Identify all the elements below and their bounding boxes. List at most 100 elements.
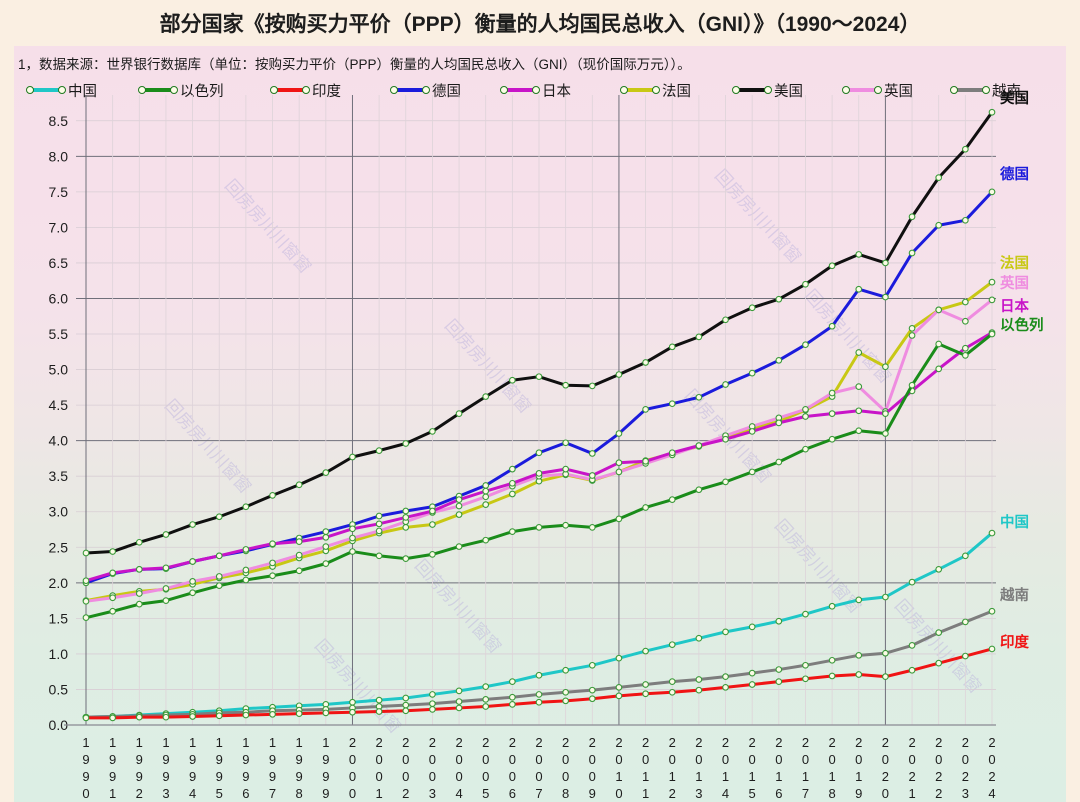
- data-point[interactable]: [562, 381, 569, 389]
- data-point[interactable]: [509, 490, 516, 498]
- data-point[interactable]: [748, 669, 756, 677]
- data-point[interactable]: [429, 691, 436, 698]
- data-point[interactable]: [588, 695, 596, 703]
- data-point[interactable]: [642, 690, 649, 698]
- data-point[interactable]: [269, 559, 276, 567]
- data-point[interactable]: [455, 543, 463, 550]
- data-point[interactable]: [748, 681, 756, 688]
- data-point[interactable]: [695, 393, 703, 401]
- data-point[interactable]: [162, 597, 170, 604]
- data-point[interactable]: [375, 696, 383, 704]
- data-point[interactable]: [802, 406, 809, 413]
- data-point[interactable]: [908, 578, 916, 586]
- data-point[interactable]: [722, 683, 729, 691]
- data-point[interactable]: [482, 703, 490, 710]
- data-point[interactable]: [988, 188, 996, 196]
- data-point[interactable]: [562, 465, 569, 473]
- data-point[interactable]: [375, 520, 383, 528]
- data-point[interactable]: [295, 481, 303, 489]
- data-point[interactable]: [295, 538, 303, 545]
- data-point[interactable]: [429, 521, 436, 528]
- data-point[interactable]: [162, 564, 170, 572]
- data-point[interactable]: [135, 600, 143, 608]
- data-point[interactable]: [935, 340, 943, 348]
- data-point[interactable]: [455, 502, 463, 510]
- data-point[interactable]: [242, 711, 250, 719]
- data-point[interactable]: [82, 614, 90, 622]
- data-point[interactable]: [375, 527, 383, 535]
- data-point[interactable]: [509, 701, 516, 708]
- data-point[interactable]: [828, 602, 836, 610]
- data-point[interactable]: [242, 566, 250, 574]
- data-point[interactable]: [482, 493, 490, 501]
- data-point[interactable]: [588, 382, 596, 390]
- data-point[interactable]: [908, 666, 916, 674]
- data-point[interactable]: [962, 216, 969, 224]
- data-point[interactable]: [455, 410, 463, 417]
- data-point[interactable]: [988, 529, 996, 537]
- data-point[interactable]: [722, 381, 729, 388]
- data-point[interactable]: [322, 533, 330, 541]
- data-point[interactable]: [402, 555, 410, 563]
- data-point[interactable]: [855, 596, 863, 604]
- data-point[interactable]: [828, 435, 836, 443]
- legend-item-越南[interactable]: 越南: [950, 80, 1021, 101]
- data-point[interactable]: [962, 552, 969, 560]
- data-point[interactable]: [775, 419, 783, 427]
- data-point[interactable]: [135, 590, 143, 597]
- data-point[interactable]: [962, 618, 969, 626]
- data-point[interactable]: [269, 710, 276, 718]
- data-point[interactable]: [482, 482, 490, 489]
- data-point[interactable]: [135, 538, 143, 546]
- data-point[interactable]: [775, 617, 783, 625]
- data-point[interactable]: [668, 400, 676, 408]
- data-point[interactable]: [695, 486, 703, 494]
- data-point[interactable]: [455, 704, 463, 712]
- data-point[interactable]: [269, 540, 276, 548]
- data-point[interactable]: [189, 713, 196, 720]
- data-point[interactable]: [162, 531, 170, 538]
- data-point[interactable]: [962, 145, 969, 153]
- data-point[interactable]: [562, 697, 569, 705]
- data-point[interactable]: [482, 487, 490, 495]
- data-point[interactable]: [828, 672, 836, 680]
- data-point[interactable]: [802, 675, 809, 683]
- data-point[interactable]: [882, 293, 889, 301]
- data-point[interactable]: [695, 676, 703, 683]
- data-point[interactable]: [668, 343, 676, 351]
- data-point[interactable]: [695, 333, 703, 341]
- data-point[interactable]: [562, 666, 569, 674]
- data-point[interactable]: [828, 410, 836, 417]
- data-point[interactable]: [482, 683, 490, 690]
- data-point[interactable]: [855, 251, 863, 258]
- data-point[interactable]: [295, 710, 303, 717]
- data-point[interactable]: [375, 708, 383, 715]
- data-point[interactable]: [375, 512, 383, 520]
- data-point[interactable]: [802, 445, 809, 453]
- legend-item-美国[interactable]: 美国: [732, 80, 803, 101]
- data-point[interactable]: [855, 671, 863, 678]
- data-point[interactable]: [509, 693, 516, 701]
- data-point[interactable]: [509, 376, 516, 384]
- data-point[interactable]: [882, 363, 889, 371]
- data-point[interactable]: [642, 681, 649, 688]
- data-point[interactable]: [535, 470, 543, 477]
- data-point[interactable]: [429, 700, 436, 708]
- data-point[interactable]: [588, 686, 596, 694]
- data-point[interactable]: [642, 359, 649, 366]
- data-point[interactable]: [109, 607, 116, 615]
- data-point[interactable]: [482, 696, 490, 703]
- data-point[interactable]: [855, 651, 863, 659]
- legend-item-日本[interactable]: 日本: [500, 80, 571, 101]
- data-point[interactable]: [908, 249, 916, 257]
- data-point[interactable]: [962, 352, 969, 359]
- data-point[interactable]: [668, 496, 676, 504]
- data-point[interactable]: [189, 521, 196, 528]
- data-point[interactable]: [402, 694, 410, 702]
- data-point[interactable]: [988, 607, 996, 615]
- data-point[interactable]: [615, 692, 623, 700]
- data-point[interactable]: [748, 304, 756, 312]
- data-point[interactable]: [855, 383, 863, 390]
- data-point[interactable]: [242, 503, 250, 511]
- data-point[interactable]: [882, 673, 889, 681]
